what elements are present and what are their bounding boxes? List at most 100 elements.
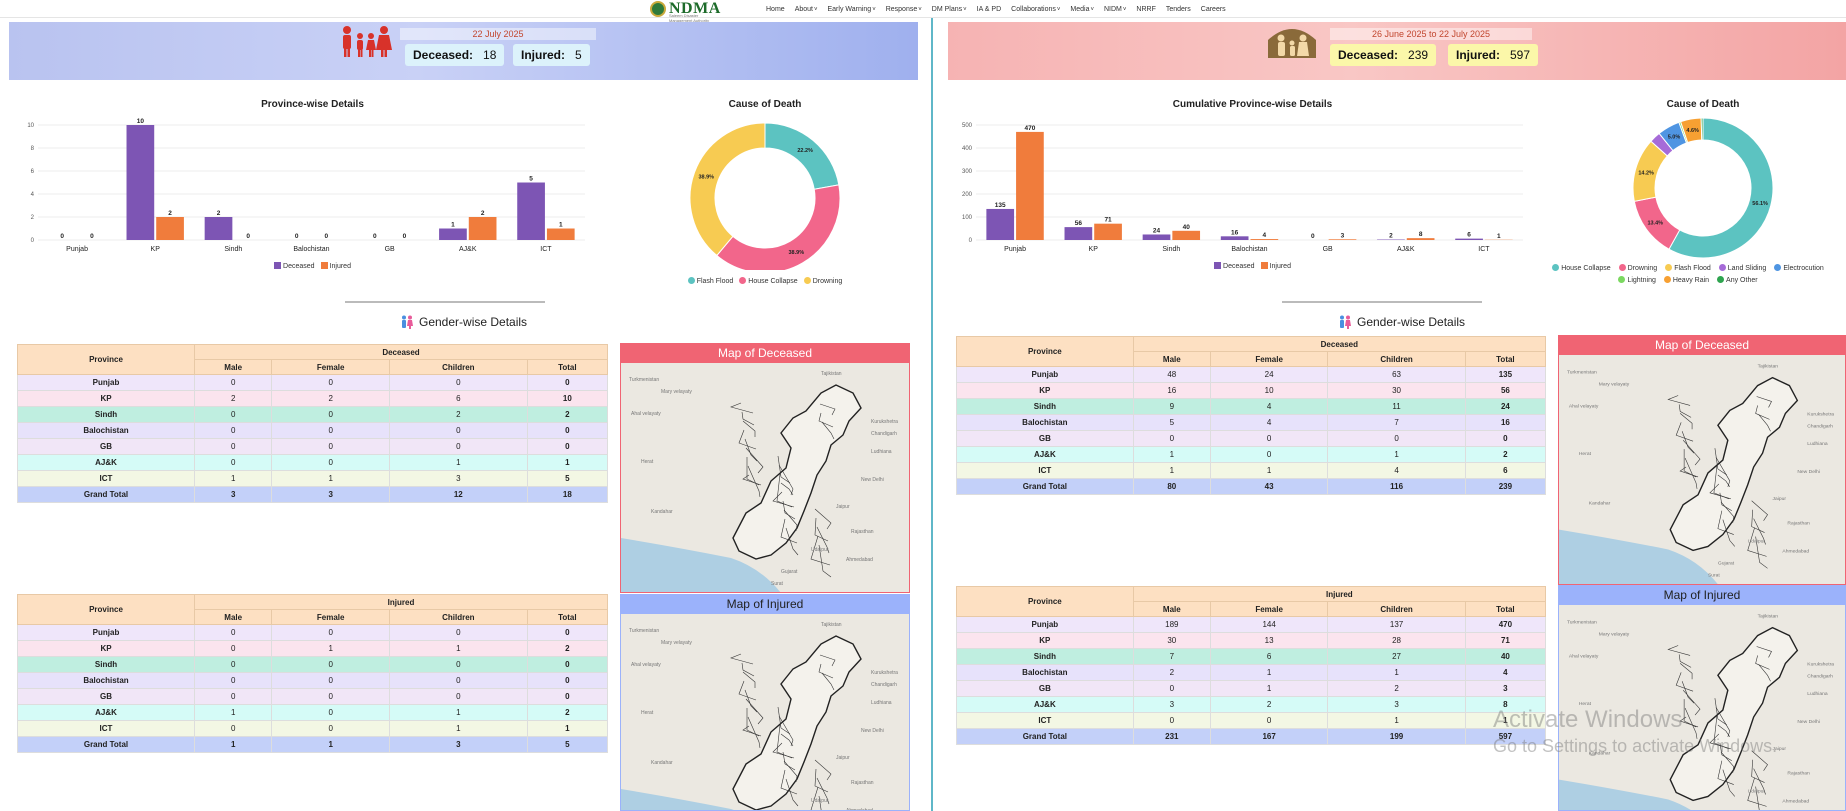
district-boundary	[744, 689, 758, 713]
district-boundary	[821, 421, 835, 440]
district-boundary	[1679, 413, 1693, 430]
nav-item-dm-plans[interactable]: DM Plans˅	[931, 5, 967, 13]
cell-province: Punjab	[956, 366, 1134, 383]
district-boundary	[1755, 536, 1768, 569]
nav-item-nrrf[interactable]: NRRF	[1136, 5, 1156, 13]
nav-item-media[interactable]: Media˅	[1070, 5, 1094, 13]
cell-children: 12	[388, 486, 528, 503]
bar-deceased[interactable]	[439, 228, 467, 241]
data-label: 0	[295, 233, 299, 240]
table-row: Sindh 0 0 2 2	[17, 406, 609, 423]
bar-deceased[interactable]	[1220, 236, 1249, 240]
cell-female: 1	[1209, 664, 1329, 681]
y-tick-label: 4	[31, 192, 35, 198]
map-of-injured[interactable]: Map of Injured Turkmenistan Mary velayaty…	[620, 594, 910, 811]
table-row: Sindh 0 0 0 0	[17, 656, 609, 673]
legend-dot	[739, 277, 747, 284]
slice-drowning[interactable]	[689, 122, 766, 257]
bar-deceased[interactable]	[986, 208, 1015, 240]
legend-item-house-collapse[interactable]: House Collapse	[1552, 264, 1611, 272]
district-boundary	[1682, 440, 1701, 466]
bar-deceased[interactable]	[1455, 238, 1483, 240]
legend-item-drowning[interactable]: Drowning	[1618, 264, 1657, 272]
y-tick-label: 200	[962, 192, 973, 198]
map-canvas[interactable]: Turkmenistan Mary velayaty Ahal velayaty Ta…	[1559, 605, 1845, 810]
district-boundary	[1719, 742, 1732, 761]
bar-injured[interactable]	[156, 217, 184, 240]
cell-male: 0	[193, 672, 273, 689]
nav-item-ia-pd[interactable]: IA & PD	[976, 5, 1002, 13]
table-row: Balochistan 5 4 7 16	[956, 414, 1547, 431]
legend-item-house-collapse[interactable]: House Collapse	[739, 277, 798, 285]
cell-total: 0	[526, 422, 609, 439]
bar-injured[interactable]	[546, 228, 575, 241]
nav-item-about[interactable]: About˅	[794, 5, 818, 13]
legend-item-injured[interactable]: Injured	[1260, 262, 1291, 270]
map-injured-title: Map of Injured	[1559, 586, 1845, 605]
table-row: ICT 0 0 1 1	[17, 720, 609, 737]
cell-male: 80	[1132, 478, 1211, 495]
map-canvas[interactable]: Turkmenistan Mary velayaty Ahal velayaty Ta…	[1559, 355, 1845, 584]
legend-item-any-other[interactable]: Any Other	[1717, 276, 1758, 284]
bar-deceased[interactable]	[1064, 227, 1093, 240]
legend-item-deceased[interactable]: Deceased	[1214, 262, 1255, 270]
district-boundary	[744, 438, 758, 462]
map-place-label: Rajasthan	[1787, 771, 1810, 777]
legend-item-injured[interactable]: Injured	[320, 262, 351, 270]
map-place-label: Kurukshetra	[1807, 411, 1834, 417]
col-group: Deceased	[194, 344, 608, 360]
slice-house-collapse[interactable]	[716, 184, 841, 270]
nav-item-careers[interactable]: Careers	[1200, 5, 1226, 13]
legend-item-drowning[interactable]: Drowning	[803, 277, 842, 285]
bar-injured[interactable]	[1016, 131, 1044, 240]
bar-injured[interactable]	[1172, 230, 1201, 240]
legend-item-flash-flood[interactable]: Flash Flood	[687, 277, 733, 285]
cell-province: Punjab	[17, 624, 195, 641]
bar-deceased[interactable]	[1142, 234, 1171, 240]
cumulative-map-of-deceased[interactable]: Map of Deceased Turkmenistan Mary velayat…	[1558, 335, 1846, 585]
slice-house-collapse[interactable]	[1668, 117, 1774, 259]
bar-deceased[interactable]	[517, 182, 545, 241]
bar-injured[interactable]	[1406, 238, 1435, 240]
ndma-logo[interactable]: NDMA Saleem Disaster Management Authorit…	[650, 0, 721, 23]
col-male: Male	[1132, 601, 1211, 617]
cell-children: 0	[388, 438, 528, 455]
slice-flash-flood[interactable]	[764, 122, 840, 190]
cell-province: Grand Total	[17, 486, 195, 503]
nav-item-nidm[interactable]: NIDM˅	[1104, 5, 1127, 13]
legend-item-land-sliding[interactable]: Land Sliding	[1718, 264, 1766, 272]
cell-children: 199	[1327, 728, 1466, 745]
bar-injured[interactable]	[1094, 223, 1122, 240]
x-tick-label: Punjab	[66, 246, 88, 253]
bar-deceased[interactable]	[204, 217, 233, 240]
logo-subtitle: Saleem Disaster Management Authority	[669, 13, 710, 23]
map-of-deceased[interactable]: Map of Deceased Turkmenistan Mary velayat…	[620, 343, 910, 593]
nav-item-early-warning[interactable]: Early Warning˅	[827, 5, 876, 13]
district-boundary	[818, 795, 822, 810]
bar-deceased[interactable]	[126, 125, 155, 240]
nav-item-tenders[interactable]: Tenders	[1165, 5, 1191, 13]
legend-item-electrocution[interactable]: Electrocution	[1774, 264, 1824, 272]
map-canvas[interactable]: Turkmenistan Mary velayaty Ahal velayaty Ta…	[621, 363, 909, 592]
cumulative-map-of-injured[interactable]: Map of Injured Turkmenistan Mary velayaty…	[1558, 585, 1846, 811]
district-boundary	[742, 420, 756, 437]
legend-item-flash-flood[interactable]: Flash Flood	[1665, 264, 1711, 272]
data-label: 6	[1467, 232, 1471, 239]
nav-item-home[interactable]: Home	[766, 5, 785, 13]
bar-injured[interactable]	[1328, 239, 1357, 240]
legend-item-heavy-rain[interactable]: Heavy Rain	[1663, 276, 1709, 284]
slice-percent-label: 38.9%	[698, 175, 714, 181]
legend-item-lightning[interactable]: Lightning	[1618, 276, 1656, 284]
bar-injured[interactable]	[1250, 239, 1279, 240]
x-tick-label: AJ&K	[459, 246, 477, 253]
nav-item-response[interactable]: Response˅	[885, 5, 922, 13]
legend-dot	[1663, 276, 1671, 283]
cell-total: 24	[1464, 398, 1547, 415]
slice-any-other[interactable]	[1700, 117, 1704, 141]
bar-injured[interactable]	[468, 217, 497, 240]
map-canvas[interactable]: Turkmenistan Mary velayaty Ahal velayaty Ta…	[621, 614, 909, 810]
nav-item-collaborations[interactable]: Collaborations˅	[1011, 5, 1061, 13]
map-place-label: Jaipur	[836, 504, 850, 510]
legend-item-deceased[interactable]: Deceased	[274, 262, 315, 270]
